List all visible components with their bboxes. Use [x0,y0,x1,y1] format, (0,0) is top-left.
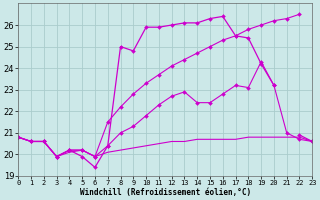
X-axis label: Windchill (Refroidissement éolien,°C): Windchill (Refroidissement éolien,°C) [80,188,251,197]
